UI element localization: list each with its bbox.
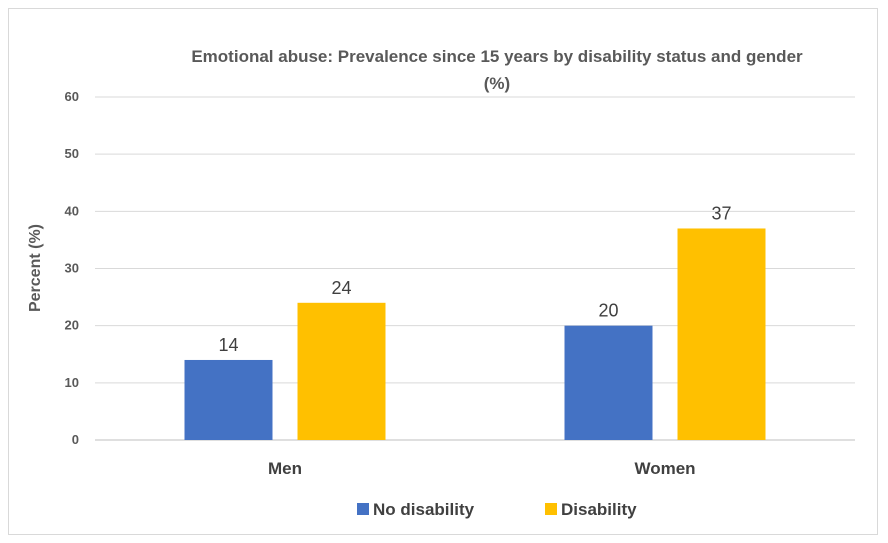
bar-no-disability-women [564,325,653,440]
legend-label: No disability [373,500,475,519]
data-label: 24 [331,278,351,298]
y-tick-label: 50 [65,146,79,161]
legend-label: Disability [561,500,637,519]
y-tick-label: 0 [72,432,79,447]
y-tick-label: 30 [65,261,79,276]
chart-title-line-2: (%) [484,74,510,93]
y-tick-label: 20 [65,318,79,333]
data-label: 20 [598,301,618,321]
x-category-label: Women [634,459,695,478]
y-tick-label: 40 [65,203,79,218]
bar-no-disability-men [184,359,273,440]
y-tick-label: 60 [65,89,79,104]
bar-disability-women [677,228,766,440]
data-label: 37 [711,203,731,223]
chart-title-line-1: Emotional abuse: Prevalence since 15 yea… [191,47,803,66]
legend-swatch-disability [545,503,557,515]
y-tick-label: 10 [65,375,79,390]
x-category-label: Men [268,459,302,478]
y-axis-label: Percent (%) [27,224,44,312]
legend-swatch-no-disability [357,503,369,515]
data-label: 14 [218,335,238,355]
bar-disability-men [297,302,386,440]
